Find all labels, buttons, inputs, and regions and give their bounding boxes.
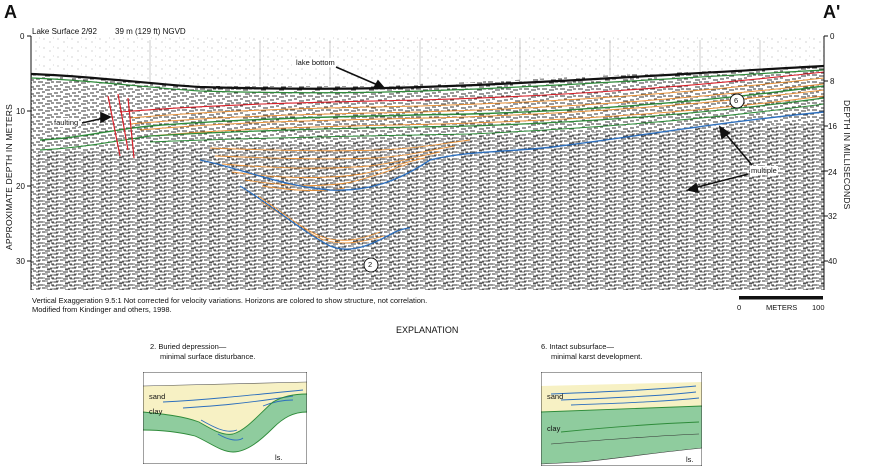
marker-6-label: 6 <box>734 96 739 105</box>
scale-start: 0 <box>737 303 742 312</box>
item6-sand-label: sand <box>547 392 564 401</box>
left-tick-0: 0 <box>20 32 25 41</box>
right-tick-0: 0 <box>830 32 835 41</box>
item6-caption-line2: minimal karst development. <box>551 352 643 361</box>
item2-caption-line2: minimal surface disturbance. <box>160 352 256 361</box>
item6-ls-label: ls. <box>686 455 694 464</box>
scale-bar <box>739 296 823 300</box>
section-label-a-prime: A' <box>823 2 841 22</box>
scale-unit: METERS <box>766 303 798 312</box>
right-tick-8: 8 <box>830 77 835 86</box>
item6-caption: 6. Intact subsurface— minimal karst deve… <box>541 342 642 362</box>
item2-clay-label: clay <box>149 407 163 416</box>
right-tick-32: 32 <box>828 212 837 221</box>
item2-caption-line1: 2. Buried depression— <box>150 342 227 351</box>
scale-end: 100 <box>812 303 825 312</box>
left-tick-20: 20 <box>16 182 25 191</box>
lake-surface-label: Lake Surface 2/92 <box>32 27 97 36</box>
footnote-source: Modified from Kindinger and others, 1998… <box>32 305 172 314</box>
lake-bottom-label: lake bottom <box>295 58 336 67</box>
right-tick-16: 16 <box>828 122 837 131</box>
marker-2-label: 2 <box>368 260 373 269</box>
item6-caption-line1: 6. Intact subsurface— <box>541 342 614 351</box>
explanation-title: EXPLANATION <box>396 325 459 335</box>
buried-depression-diagram <box>143 372 307 464</box>
elevation-label: 39 m (129 ft) NGVD <box>115 27 186 36</box>
multiple-label: multiple <box>750 166 778 175</box>
footnote-exaggeration: Vertical Exaggeration 9.5:1 Not correcte… <box>32 296 428 305</box>
item6-clay-label: clay <box>547 424 561 433</box>
item2-caption: 2. Buried depression— minimal surface di… <box>150 342 255 362</box>
item2-sand-label: sand <box>149 392 166 401</box>
left-tick-10: 10 <box>16 107 25 116</box>
intact-subsurface-diagram <box>541 372 702 466</box>
faulting-label: faulting <box>53 118 80 127</box>
right-tick-24: 24 <box>828 168 837 177</box>
item2-ls-label: ls. <box>275 453 283 462</box>
left-tick-30: 30 <box>16 257 25 266</box>
section-label-a: A <box>4 2 17 22</box>
right-tick-40: 40 <box>828 257 837 266</box>
